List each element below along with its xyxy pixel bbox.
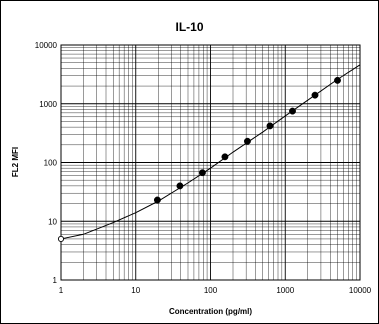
y-tick-label: 1: [53, 276, 58, 285]
data-point-open: [57, 235, 65, 242]
y-tick-label: 10: [48, 217, 57, 226]
data-point: [266, 122, 274, 130]
grid: [60, 44, 361, 281]
plot-border: [60, 44, 361, 281]
x-tick-label: 100: [204, 286, 218, 295]
y-axis-label: FL2 MFI: [11, 147, 20, 177]
data-points: [57, 76, 341, 242]
x-tick-labels: 1 10 100 1000 10000: [59, 286, 372, 295]
data-point: [289, 107, 296, 115]
x-tick-label: 1000: [276, 286, 294, 295]
y-tick-label: 100: [44, 159, 58, 168]
x-tick-label: 1: [59, 286, 64, 295]
data-point: [334, 76, 341, 84]
data-point: [221, 153, 229, 161]
x-tick-label: 10000: [349, 286, 372, 295]
data-point: [153, 196, 161, 204]
chart-title: IL-10: [175, 20, 203, 34]
data-point: [176, 182, 184, 190]
y-tick-label: 10000: [35, 41, 58, 50]
x-tick-label: 10: [131, 286, 140, 295]
fit-curve-layer: [60, 64, 361, 240]
y-tick-label: 1000: [39, 100, 57, 109]
data-point: [311, 91, 319, 99]
data-point: [243, 137, 251, 145]
y-tick-labels: 1 10 100 1000 10000: [35, 41, 58, 285]
data-point: [198, 169, 206, 177]
plot-area-border: [60, 44, 361, 281]
fit-curve: [60, 64, 361, 240]
x-axis-label: Concentration (pg/ml): [169, 307, 252, 316]
